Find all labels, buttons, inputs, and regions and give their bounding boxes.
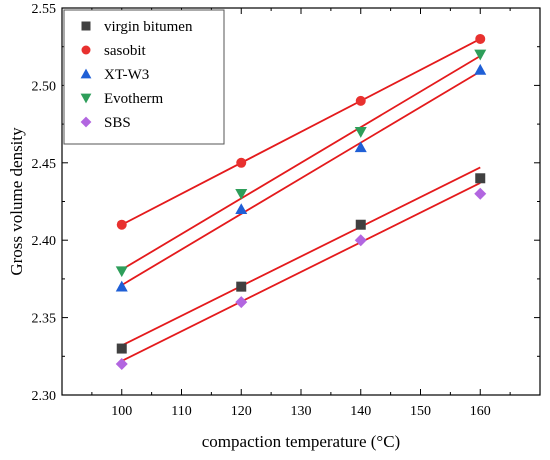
- data-point-sasobit: [355, 95, 366, 106]
- data-point-sasobit: [116, 219, 127, 230]
- data-point-sbs: [235, 296, 248, 309]
- x-tick-label: 140: [350, 404, 371, 419]
- x-tick-label: 160: [470, 404, 491, 419]
- y-axis-title: Gross volume density: [7, 127, 26, 276]
- fit-line-evotherm: [121, 55, 481, 271]
- legend-label-virgin-bitumen: virgin bitumen: [104, 19, 193, 35]
- data-point-sbs: [474, 187, 487, 200]
- legend-marker-sasobit: [81, 45, 91, 55]
- data-point-virgin-bitumen: [475, 173, 486, 184]
- legend-label-sbs: SBS: [104, 115, 131, 131]
- fit-lines: [121, 38, 481, 362]
- legend-label-evotherm: Evotherm: [104, 91, 163, 107]
- axes: 100 110 120 130 140 150 160 2.30 2.35 2.40 2.45 2.5…: [32, 2, 541, 419]
- data-point-xt-w3: [474, 63, 487, 75]
- legend-marker-xt-w3: [80, 68, 92, 79]
- x-tick-label: 100: [111, 404, 132, 419]
- data-points: [115, 33, 487, 371]
- fit-line-virgin-bitumen: [121, 166, 481, 347]
- y-tick-label: 2.40: [32, 234, 57, 249]
- legend-marker-sbs: [80, 116, 92, 128]
- data-point-xt-w3: [235, 203, 248, 215]
- data-point-virgin-bitumen: [355, 219, 366, 230]
- x-tick-label: 120: [231, 404, 252, 419]
- x-tick-label: 130: [291, 404, 312, 419]
- data-point-evotherm: [474, 49, 487, 61]
- data-point-sbs: [115, 358, 128, 371]
- data-point-evotherm: [354, 127, 367, 138]
- x-tick-label: 150: [410, 404, 431, 419]
- y-tick-label: 2.50: [32, 79, 57, 94]
- data-point-xt-w3: [354, 141, 367, 153]
- data-point-evotherm: [115, 266, 128, 278]
- fit-line-xt-w3: [121, 70, 481, 286]
- y-tick-label: 2.45: [32, 157, 57, 172]
- fit-line-sbs: [121, 182, 481, 362]
- data-point-sbs: [354, 234, 367, 247]
- data-point-xt-w3: [115, 280, 128, 292]
- legend: virgin bitumen sasobit XT-W3 Evotherm SBS: [63, 9, 225, 145]
- y-tick-label: 2.30: [32, 389, 57, 404]
- fit-line-sasobit: [121, 38, 481, 226]
- data-point-sasobit: [475, 33, 486, 44]
- data-point-sasobit: [236, 157, 247, 168]
- legend-label-xt-w3: XT-W3: [104, 67, 149, 83]
- y-tick-label: 2.55: [32, 2, 57, 17]
- legend-marker-evotherm: [80, 93, 92, 104]
- legend-label-sasobit: sasobit: [104, 43, 147, 59]
- y-tick-label: 2.35: [32, 312, 57, 327]
- data-point-evotherm: [235, 188, 248, 200]
- data-point-virgin-bitumen: [116, 343, 127, 354]
- x-tick-label: 110: [171, 404, 191, 419]
- x-axis-title: compaction temperature (°C): [202, 432, 400, 451]
- data-point-virgin-bitumen: [236, 281, 247, 292]
- legend-marker-virgin-bitumen: [81, 21, 91, 31]
